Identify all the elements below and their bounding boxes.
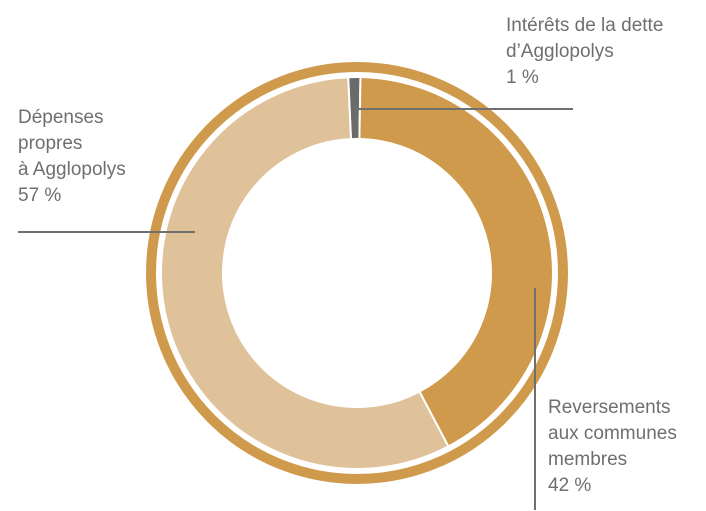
- leader-line-interets: [354, 106, 573, 110]
- slice-value-reversements: 42 %: [548, 475, 592, 496]
- leader-lines: [18, 106, 573, 510]
- slice-value-depenses: 57 %: [18, 185, 62, 206]
- slice-value-interets: 1 %: [506, 67, 539, 88]
- slice-label-reversements-line-2: aux communes: [548, 423, 677, 444]
- slice-label-depenses: Dépenses propres à Agglopolys 57 %: [18, 105, 126, 209]
- slice-label-reversements-line-1: Reversements: [548, 397, 671, 418]
- slice-label-depenses-line-3: à Agglopolys: [18, 159, 126, 180]
- slice-label-interets-line-2: d’Agglopolys: [506, 41, 614, 62]
- slice-depenses: [159, 76, 450, 470]
- slice-reversements: [358, 76, 554, 448]
- outer-ring: [146, 62, 568, 484]
- slice-label-depenses-line-2: propres: [18, 133, 83, 154]
- slice-label-reversements: Reversements aux communes membres 42 %: [548, 395, 677, 499]
- donut-slices: [159, 76, 554, 470]
- slice-label-interets-line-1: Intérêts de la dette: [506, 15, 664, 36]
- slice-label-interets: Intérêts de la dette d’Agglopolys 1 %: [506, 13, 663, 91]
- slice-label-reversements-line-3: membres: [548, 449, 628, 470]
- slice-label-depenses-line-1: Dépenses: [18, 107, 104, 128]
